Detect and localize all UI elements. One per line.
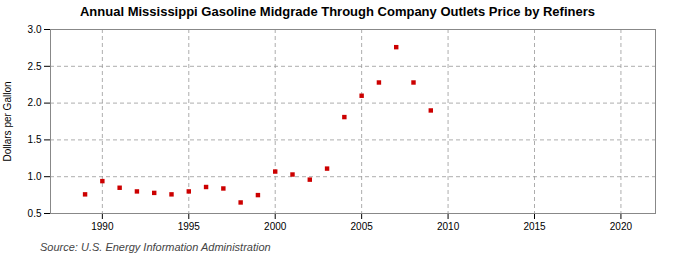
svg-text:2.0: 2.0 <box>28 97 42 108</box>
svg-text:2020: 2020 <box>610 221 633 232</box>
html-text:Annual Mississippi Gasoline Mi: Annual Mississippi Gasoline Midgrade Thr… <box>80 4 595 19</box>
svg-text:1.5: 1.5 <box>28 134 42 145</box>
svg-text:2015: 2015 <box>523 221 546 232</box>
html-text:Source: U.S. Energy Informatio: Source: U.S. Energy Information Administ… <box>40 241 271 253</box>
svg-text:2.5: 2.5 <box>28 61 42 72</box>
svg-text:3.0: 3.0 <box>28 24 42 35</box>
svg-text:1990: 1990 <box>91 221 114 232</box>
svg-text:2005: 2005 <box>351 221 374 232</box>
svg-text:1995: 1995 <box>178 221 201 232</box>
svg-text:1.0: 1.0 <box>28 171 42 182</box>
svg-text:2000: 2000 <box>264 221 287 232</box>
svg-text:0.5: 0.5 <box>28 208 42 219</box>
svg-text:2010: 2010 <box>437 221 460 232</box>
svg-text:Dollars per Gallon: Dollars per Gallon <box>2 81 13 161</box>
